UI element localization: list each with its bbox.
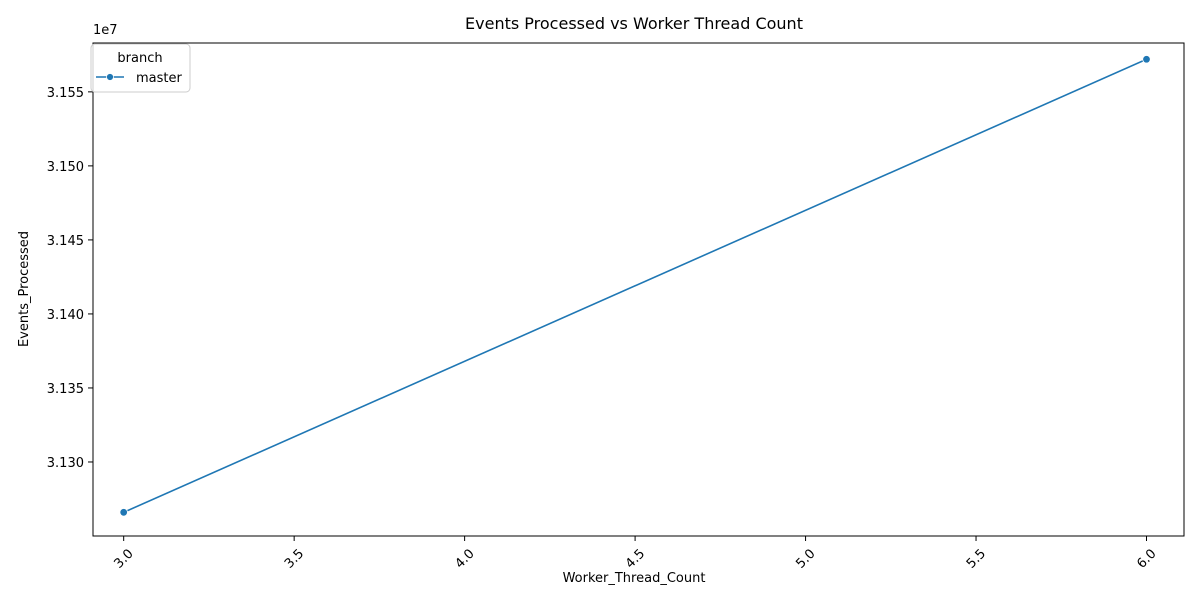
x-tick-label: 4.5 [623,546,648,571]
series-line-master [123,58,1147,514]
y-tick-label: 3.145 [47,234,84,249]
y-tick-label: 3.150 [47,160,84,175]
y-offset-label: 1e7 [93,23,118,38]
legend: branch master [90,43,191,93]
y-tick-label: 3.135 [47,382,84,397]
legend-series-label: master [136,71,182,86]
data-point [1142,55,1151,64]
x-tick-label: 3.5 [282,546,307,571]
chart-title: Events Processed vs Worker Thread Count [465,14,803,33]
x-tick-label: 5.5 [964,546,989,571]
x-tick-label: 4.0 [452,546,477,571]
y-axis-label: Events_Processed [17,231,32,347]
y-tick-label: 3.140 [47,308,84,323]
data-point [119,508,128,517]
legend-title: branch [117,51,162,66]
legend-box [90,43,191,93]
x-axis-label: Worker_Thread_Count [563,571,706,586]
x-tick-label: 3.0 [111,546,136,571]
y-tick-label: 3.155 [47,86,84,101]
x-tick-label: 5.0 [793,546,818,571]
series-layer [119,55,1151,517]
plot-area [93,43,1184,536]
x-tick-label: 6.0 [1134,546,1159,571]
plot-frame [92,42,1185,537]
legend-marker-swatch [106,73,114,81]
y-axis-ticks: 3.130 3.135 3.140 3.145 3.150 3.155 [47,86,93,471]
x-axis-ticks: 3.0 3.5 4.0 4.5 5.0 5.5 6.0 [111,536,1160,572]
y-tick-label: 3.130 [47,456,84,471]
